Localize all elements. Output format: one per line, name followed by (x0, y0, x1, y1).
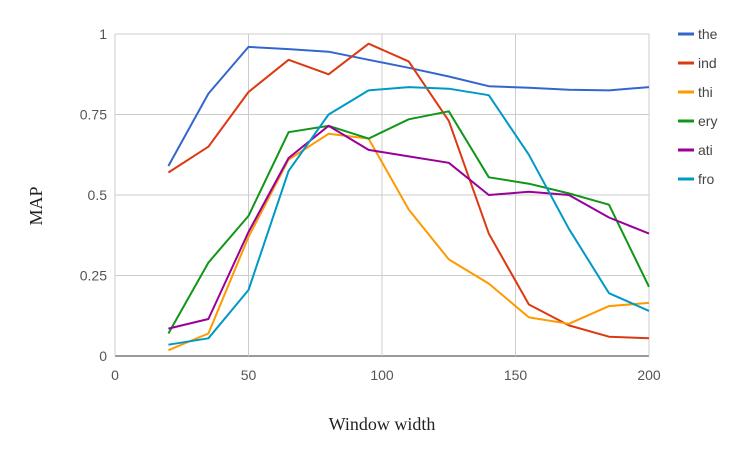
series-line-fro (168, 86, 650, 346)
grid (114, 33, 650, 357)
series-line-ati (168, 124, 650, 330)
series-lines (167, 42, 650, 352)
x-axis-title: Window width (329, 414, 436, 434)
series-line-the (167, 45, 650, 167)
x-tick-label: 150 (504, 367, 528, 383)
y-tick-label: 0 (99, 348, 107, 364)
series-line-thi (168, 132, 650, 352)
legend-label-the: the (698, 26, 718, 42)
y-tick-label: 0.25 (80, 268, 107, 284)
legend-label-ery: ery (698, 113, 717, 129)
y-tick-label: 1 (99, 26, 107, 42)
legend: the ind thi ery ati fro (678, 26, 718, 187)
y-axis-title: MAP (26, 186, 46, 225)
x-tick-label: 200 (637, 367, 661, 383)
x-tick-label: 100 (370, 367, 394, 383)
legend-label-thi: thi (698, 84, 713, 100)
x-tick-label: 50 (241, 367, 257, 383)
legend-label-ati: ati (698, 142, 713, 158)
x-tick-label: 0 (111, 367, 119, 383)
y-tick-label: 0.75 (80, 107, 107, 123)
legend-label-fro: fro (698, 171, 715, 187)
legend-label-ind: ind (698, 55, 717, 71)
y-tick-label: 0.5 (88, 187, 108, 203)
series-line-ind (167, 42, 650, 340)
series-line-ery (167, 110, 650, 334)
tick-labels: 0 0.25 0.5 0.75 1 0 50 100 150 200 (80, 26, 661, 383)
